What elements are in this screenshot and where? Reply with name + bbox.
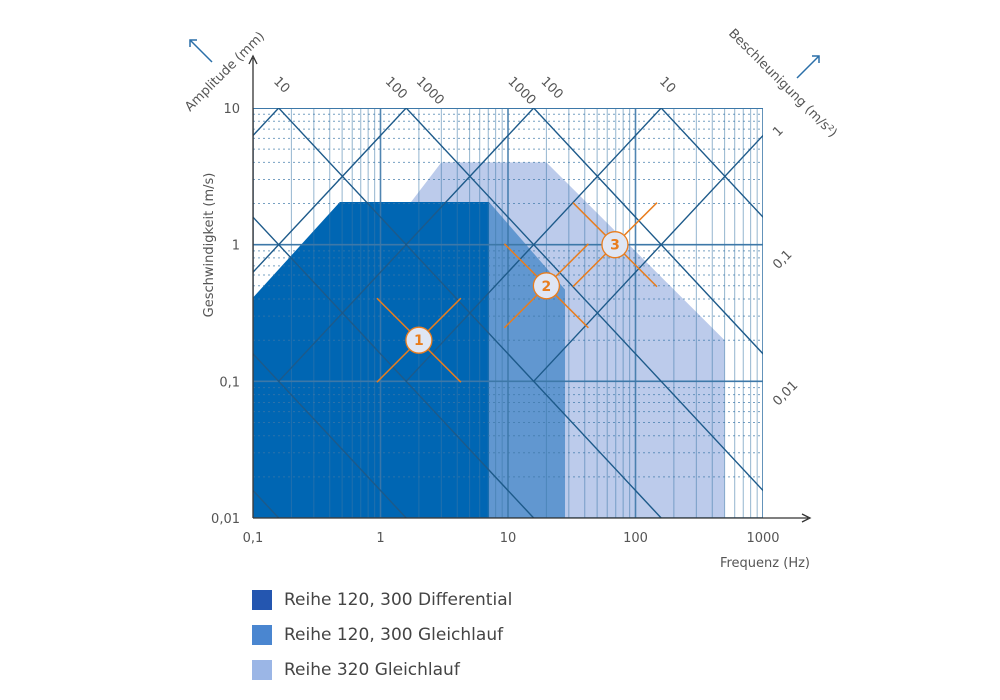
marker-label: 3	[610, 238, 620, 254]
amplitude-arrow-head-icon	[189, 39, 197, 47]
legend-swatch	[252, 624, 272, 645]
y-tick-label: 0,01	[211, 512, 240, 527]
marker-label: 1	[414, 333, 424, 349]
marker-label: 2	[542, 279, 552, 295]
diagonal-line-acceleration	[253, 352, 407, 518]
legend-swatch	[252, 589, 272, 610]
y-axis-arrow-icon	[248, 54, 258, 65]
legend-label: Reihe 120, 300 Differential	[284, 589, 513, 610]
legend-label: Reihe 320 Gleichlauf	[284, 659, 460, 680]
amplitude-tick-label: 1000	[504, 74, 538, 108]
legend-label: Reihe 120, 300 Gleichlauf	[284, 624, 504, 645]
amplitude-tick-label: 100	[538, 74, 566, 102]
diagonal-line-acceleration	[253, 216, 535, 518]
diagonal-line-amplitude	[253, 108, 408, 274]
acceleration-tick-label: 0,01	[770, 378, 801, 409]
amplitude-tick-label: 1000	[413, 74, 447, 108]
diagonal-line-acceleration	[253, 489, 280, 518]
x-tick-label: 100	[623, 531, 648, 546]
x-tick-label: 10	[500, 531, 517, 546]
acceleration-tick-label: 1	[770, 124, 786, 140]
x-tick-label: 1000	[746, 531, 779, 546]
x-axis-arrow-icon	[801, 513, 812, 523]
legend-item: Reihe 120, 300 Gleichlauf	[252, 617, 512, 652]
amplitude-tick-label: 10	[656, 74, 678, 96]
diagonal-line-amplitude	[533, 134, 763, 382]
y-tick-label: 10	[223, 102, 240, 117]
marker-circle	[532, 272, 561, 300]
marker-circle	[405, 326, 433, 354]
x-tick-label: 1	[376, 531, 384, 546]
amplitude-tick-label: 100	[382, 74, 410, 102]
diagonal-line-amplitude	[278, 108, 535, 382]
x-tick-label: 0,1	[243, 531, 264, 546]
right-axis-title: Beschleunigung (m/s²)	[725, 26, 840, 141]
acceleration-arrow-icon	[796, 55, 820, 79]
acceleration-arrow-head-icon	[812, 55, 820, 63]
diagonal-line-amplitude	[405, 108, 663, 382]
amplitude-arrow-icon	[189, 39, 213, 63]
area-series-2	[253, 202, 490, 518]
y-tick-label: 0,1	[219, 375, 240, 390]
y-axis-title: Geschwindigkeit (m/s)	[202, 173, 217, 318]
acceleration-tick-label: 0,1	[770, 247, 795, 272]
legend-item: Reihe 120, 300 Differential	[252, 582, 512, 617]
amplitude-tick-label: 10	[270, 74, 292, 96]
legend: Reihe 120, 300 Differential Reihe 120, 3…	[252, 582, 512, 687]
marker-circle	[601, 231, 629, 259]
x-axis-title: Frequenz (Hz)	[720, 556, 810, 571]
legend-swatch	[252, 659, 272, 680]
y-tick-label: 1	[232, 239, 240, 254]
legend-item: Reihe 320 Gleichlauf	[252, 652, 512, 687]
